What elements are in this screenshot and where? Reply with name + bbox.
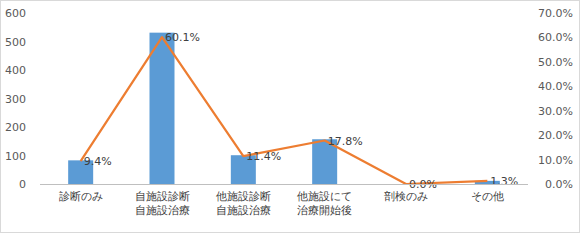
y-tick-label: 600 (5, 7, 26, 20)
data-label: 11.4% (246, 150, 281, 163)
x-tick-label-line: その他 (471, 190, 504, 203)
line (81, 37, 488, 184)
x-tick-label-line: 剖検のみ (384, 190, 428, 203)
x-axis-line (40, 184, 528, 185)
x-tick-label: 他施設にて治療開始後 (297, 190, 352, 217)
x-tick-label: 剖検のみ (384, 190, 428, 203)
x-tick-label: 診断のみ (59, 190, 103, 203)
data-label: 17.8% (328, 135, 363, 148)
y2-tick-label: 40.0% (538, 80, 573, 93)
x-tick-label-line: 治療開始後 (297, 204, 352, 217)
x-tick-label-line: 自施設診断 (135, 190, 190, 203)
x-tick-label-line: 診断のみ (59, 190, 103, 203)
y2-tick-label: 70.0% (538, 7, 573, 20)
x-tick-label: 他施設診断自施設治療 (216, 190, 271, 217)
x-tick-label-line: 自施設治療 (135, 204, 190, 217)
chart-border (1, 1, 580, 233)
y-tick-label: 300 (5, 93, 26, 106)
y2-tick-label: 30.0% (538, 105, 573, 118)
y-tick-label: 400 (5, 64, 26, 77)
y2-tick-label: 0.0% (545, 178, 573, 191)
y2-tick-label: 20.0% (538, 129, 573, 142)
y-tick-label: 0 (19, 178, 26, 191)
y-tick-label: 500 (5, 36, 26, 49)
data-label: 60.1% (165, 31, 200, 44)
x-tick-label: 自施設診断自施設治療 (135, 190, 190, 217)
data-label: 1.3% (490, 175, 518, 188)
x-tick-label-line: 自施設治療 (216, 204, 271, 217)
y2-tick-label: 50.0% (538, 56, 573, 69)
y2-tick-label: 60.0% (538, 31, 573, 44)
chart: 0 100 200 300 400 500 600 0.0% 10.0% 20.0% 30.0% 40… (0, 0, 580, 233)
y-tick-label: 200 (5, 121, 26, 134)
plot-area (68, 33, 500, 184)
bar (150, 33, 175, 184)
y-tick-label: 100 (5, 150, 26, 163)
x-tick-label: その他 (471, 190, 504, 203)
y2-tick-label: 10.0% (538, 154, 573, 167)
data-labels: 9.4%60.1%11.4%17.8%0.0%1.3% (84, 31, 519, 191)
data-label: 9.4% (84, 155, 112, 168)
x-tick-label-line: 他施設診断 (216, 190, 271, 203)
x-tick-label-line: 他施設にて (297, 190, 352, 203)
